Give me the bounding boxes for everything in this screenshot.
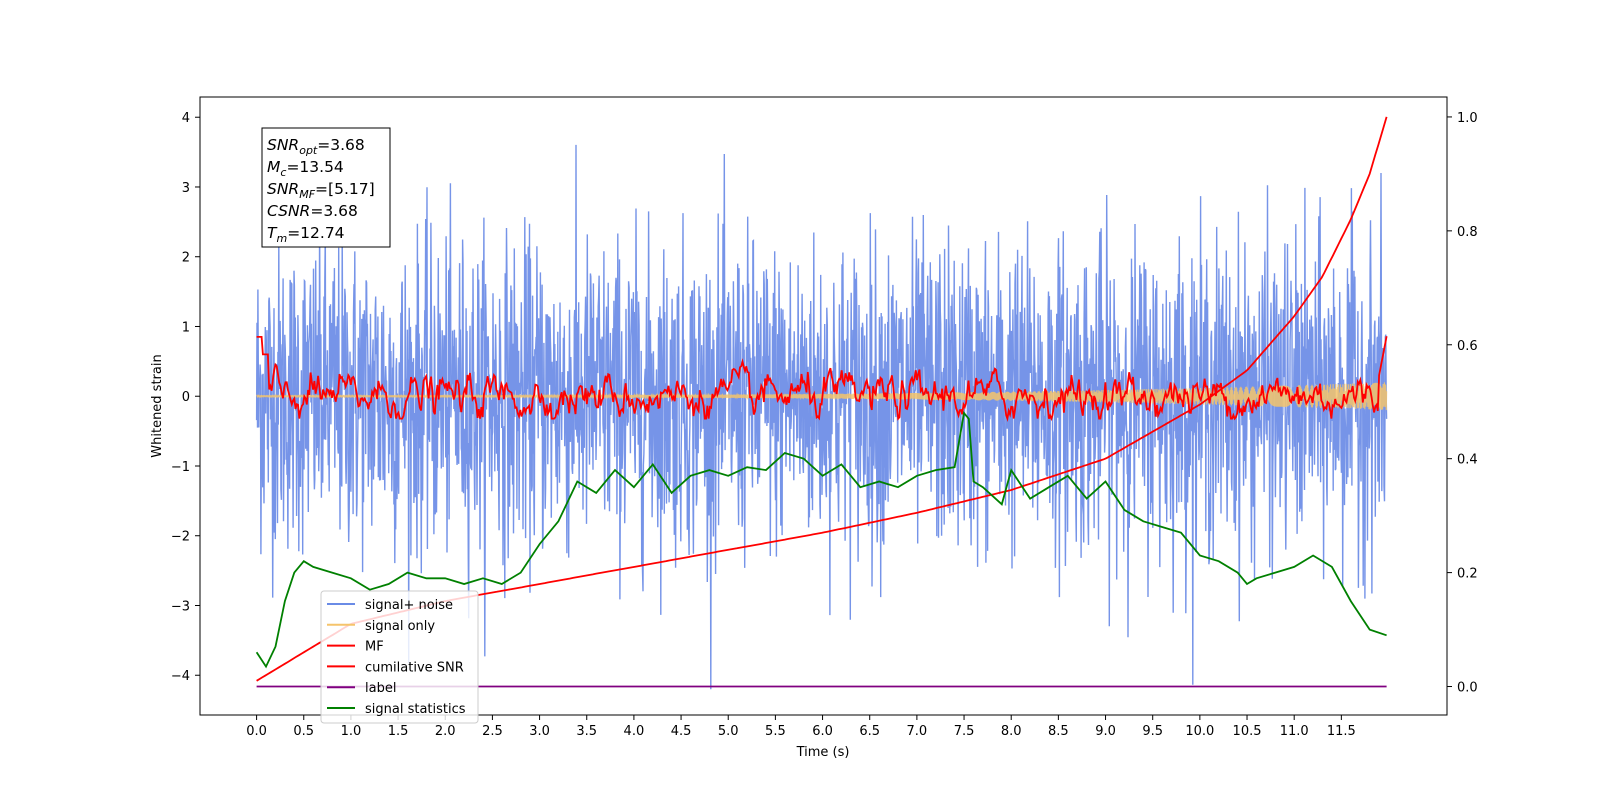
legend-entry: cumilative SNR	[365, 660, 464, 675]
info-line: CSNR=3.68	[267, 202, 358, 220]
x-tick-label: 7.5	[954, 724, 975, 739]
y-right-tick-label: 0.8	[1457, 225, 1478, 240]
x-tick-label: 1.0	[341, 724, 362, 739]
x-axis: 0.0 0.5 1.0 1.5 2.0 2.5 3.0 3.5 4.0 4.5 5.0 5.5 6.0 6…	[246, 715, 1356, 739]
legend-entry: signal+ noise	[365, 598, 453, 613]
info-box-frame	[261, 127, 391, 248]
x-tick-label: 4.0	[624, 724, 645, 739]
x-tick-label: 3.5	[576, 724, 597, 739]
x-tick-label: 1.5	[388, 724, 409, 739]
legend: signal+ noise signal only MF cumilative SNR…	[320, 590, 479, 724]
y-right-tick-label: 1.0	[1457, 111, 1478, 126]
y-left-tick-label: 4	[182, 111, 190, 126]
mf-line	[256, 335, 1388, 423]
x-tick-label: 11.5	[1327, 724, 1356, 739]
signal-only-line	[256, 382, 1388, 411]
x-tick-label: 2.5	[482, 724, 503, 739]
y-axis-right: 1.0 0.8 0.6 0.4 0.2 0.0	[1447, 111, 1478, 696]
x-tick-label: 4.5	[671, 724, 692, 739]
x-tick-label: 11.0	[1280, 724, 1309, 739]
x-tick-label: 3.0	[529, 724, 550, 739]
signal-noise-series	[255, 144, 1388, 690]
y-left-tick-label: −1	[171, 460, 190, 475]
signal-noise-line	[255, 144, 1388, 690]
x-tick-label: 0.5	[293, 724, 314, 739]
x-tick-label: 5.0	[718, 724, 739, 739]
info-line: Tm=12.74	[267, 224, 345, 245]
y-left-tick-label: 1	[182, 320, 190, 335]
y-right-tick-label: 0.2	[1457, 567, 1478, 582]
x-tick-label: 0.0	[246, 724, 267, 739]
y-left-tick-label: −4	[171, 669, 190, 684]
signal-statistics-line	[255, 411, 1387, 669]
info-line: SNRMF=[5.17]	[267, 180, 375, 201]
x-tick-label: 8.0	[1001, 724, 1022, 739]
y-left-tick-label: −3	[171, 599, 190, 614]
mf-series	[256, 335, 1388, 423]
y-right-tick-label: 0.0	[1457, 681, 1478, 696]
x-tick-label: 8.5	[1048, 724, 1069, 739]
legend-entry: signal only	[365, 619, 435, 634]
x-tick-label: 6.0	[812, 724, 833, 739]
legend-entry: MF	[365, 640, 384, 655]
legend-frame	[320, 590, 479, 724]
x-tick-label: 9.5	[1142, 724, 1163, 739]
x-tick-label: 9.0	[1095, 724, 1116, 739]
legend-entry: signal statistics	[365, 702, 466, 717]
y-axis-label: Whitened strain	[150, 354, 165, 457]
y-left-tick-label: −2	[171, 530, 190, 545]
plot-frame	[199, 96, 1448, 716]
y-right-tick-label: 0.6	[1457, 339, 1478, 354]
signal-only-series	[256, 382, 1388, 411]
x-tick-label: 7.0	[907, 724, 928, 739]
x-tick-label: 6.5	[859, 724, 880, 739]
x-tick-label: 2.0	[435, 724, 456, 739]
y-right-tick-label: 0.4	[1457, 453, 1478, 468]
info-line: SNRopt=3.68	[267, 136, 365, 157]
info-line: Mc=13.54	[267, 158, 344, 179]
x-tick-label: 5.5	[765, 724, 786, 739]
x-tick-label: 10.0	[1185, 724, 1214, 739]
x-tick-label: 10.5	[1233, 724, 1262, 739]
legend-entry: label	[365, 681, 396, 696]
x-axis-label: Time (s)	[796, 745, 850, 760]
y-left-tick-label: 0	[182, 390, 190, 405]
y-left-tick-label: 3	[182, 181, 190, 196]
y-axis-left: 4 3 2 1 0 −1 −2 −3 −4	[171, 111, 200, 684]
y-left-tick-label: 2	[182, 251, 190, 266]
info-box: SNRopt=3.68Mc=13.54SNRMF=[5.17]CSNR=3.68…	[261, 127, 391, 248]
